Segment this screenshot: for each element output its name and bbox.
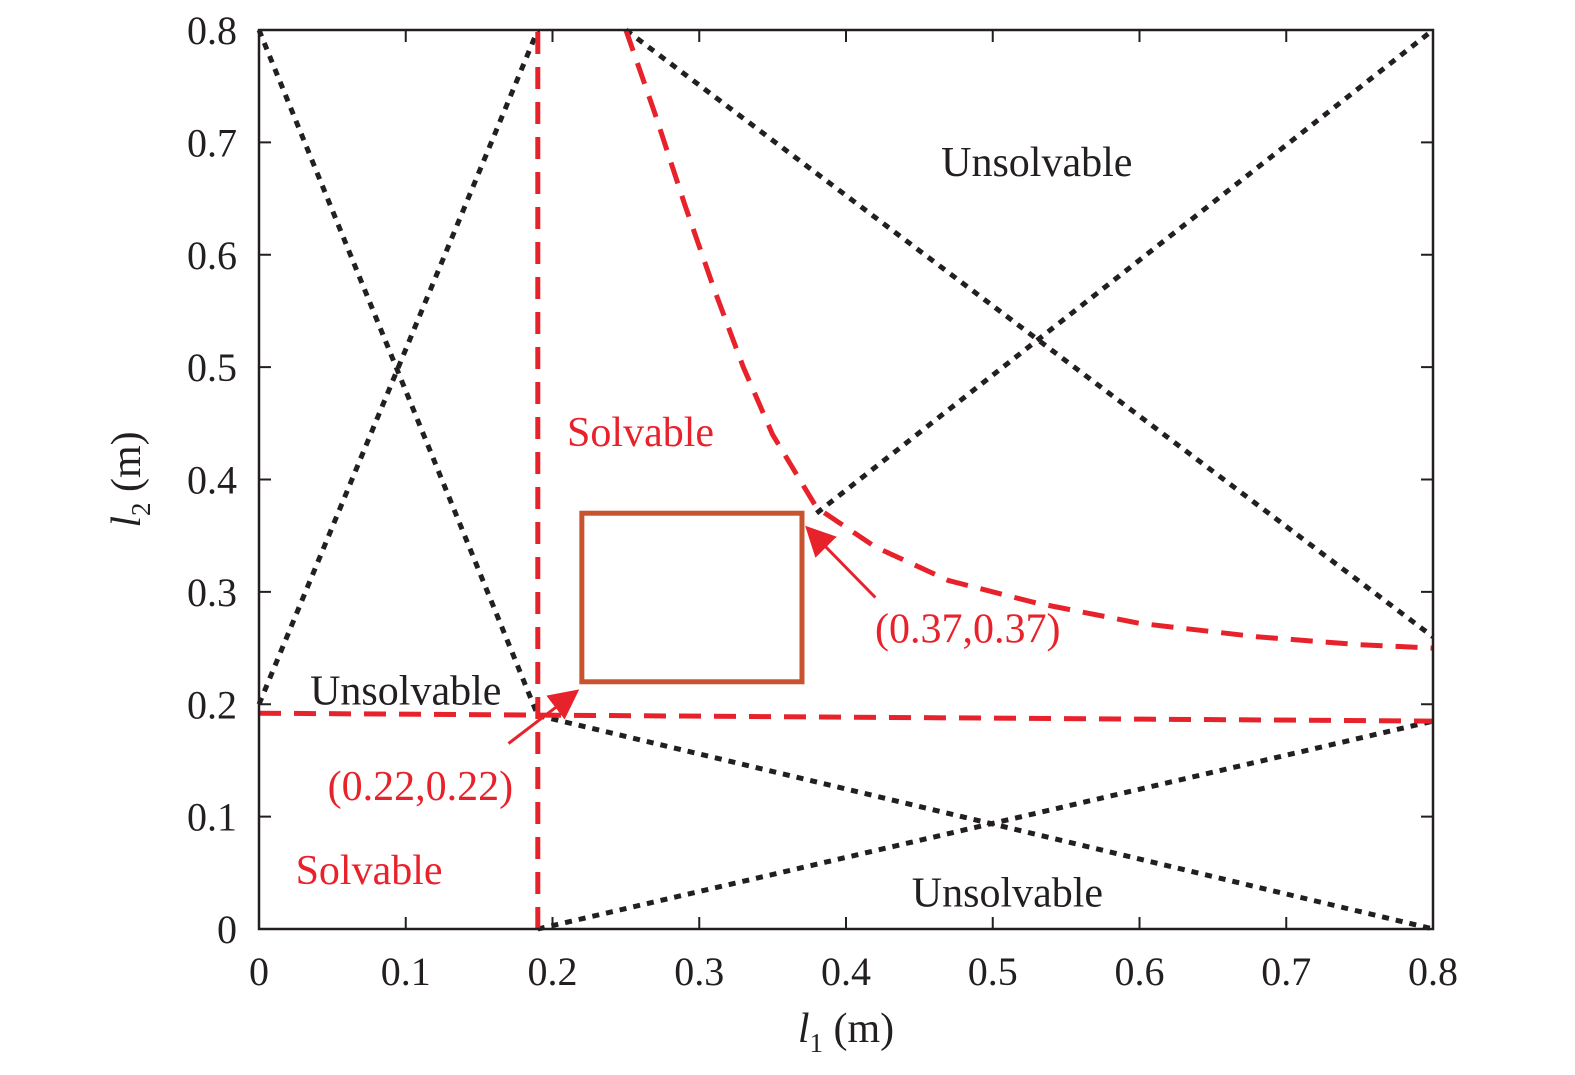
y-tick-label: 0.7 [187,120,237,165]
annotation-label: (0.37,0.37) [875,606,1060,652]
workspace-rectangle [579,510,805,685]
annotation-arrow [805,525,877,599]
x-tick-label: 0 [249,949,269,994]
limit-line-1 [256,29,541,706]
y-axis-title-var: l [104,516,150,528]
plot-area [256,28,1435,932]
x-tick-label: 0.6 [1115,949,1165,994]
x-axis-title-var: l [798,1006,810,1052]
boundary-curve-7 [258,710,1434,724]
annotation-label: (0.22,0.22) [328,764,513,810]
limit-line-0 [256,29,541,717]
annotation-label: Unsolvable [941,140,1132,186]
x-axis-title-unit: (m) [823,1006,894,1052]
x-tick-label: 0.7 [1261,949,1311,994]
annotation-label: Solvable [296,848,443,894]
y-axis-title-subscript: 2 [126,502,156,516]
x-tick-label: 0.2 [528,949,578,994]
limit-line-3 [815,28,1435,516]
x-tick-label: 0.3 [674,949,724,994]
y-tick-label: 0.8 [187,8,237,53]
annotation-label: Unsolvable [310,668,501,714]
y-tick-label: 0 [217,907,237,952]
annotation-label: Solvable [567,410,714,456]
x-tick-label: 0.8 [1408,949,1458,994]
annotation-label: Unsolvable [912,871,1103,917]
annotation-arrow [507,689,580,745]
x-axis-title: l1 (m) [798,1006,894,1058]
limit-line-2 [624,28,1435,639]
y-tick-label: 0.1 [187,795,237,840]
axes: 0 0.1 0.2 0.3 0.4 0.5 0.6 0.7 0.8 0 0.1 0.2 0.3 0.4 0.… [187,8,1458,994]
x-tick-label: 0.5 [968,949,1018,994]
y-tick-label: 0.5 [187,345,237,390]
y-axis-title: l2 (m) [104,431,156,527]
x-tick-label: 0.4 [821,949,871,994]
y-tick-label: 0.4 [187,458,237,503]
y-axis-title-unit: (m) [104,431,150,502]
boundary-curve-8 [623,29,1434,651]
y-tick-label: 0.6 [187,233,237,278]
y-tick-label: 0.2 [187,682,237,727]
x-tick-label: 0.1 [381,949,431,994]
x-axis-title-subscript: 1 [810,1028,824,1058]
labels: l1 (m)l2 (m)UnsolvableSolvableUnsolvable… [104,140,1132,1058]
y-tick-label: 0.3 [187,570,237,615]
